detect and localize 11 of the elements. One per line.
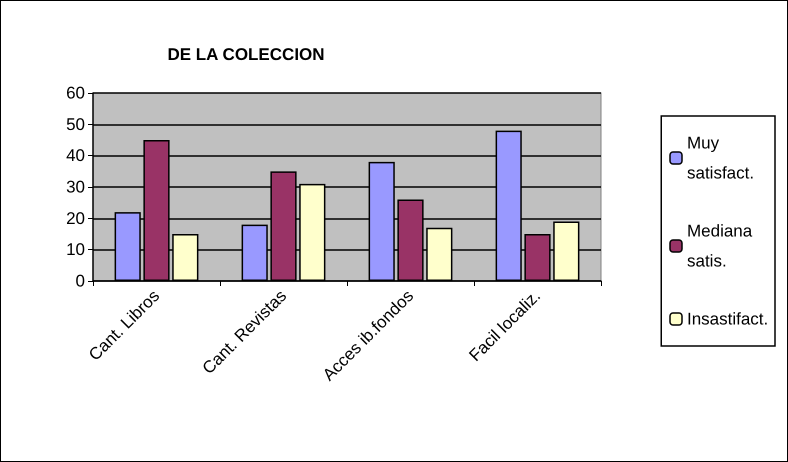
y-tick-label: 40	[66, 146, 85, 166]
y-tick-label: 30	[66, 178, 85, 196]
legend-label: Mediana satis.	[687, 222, 757, 270]
y-tick-label: 10	[66, 240, 85, 260]
legend-label: Muy satisfact.	[687, 134, 754, 182]
legend-label: Insastifact.	[687, 310, 768, 328]
y-tick-label: 60	[66, 84, 85, 102]
chart-title: DE LA COLECCION	[167, 45, 325, 64]
y-tick-label: 20	[66, 208, 85, 228]
y-tick-label: 50	[66, 114, 85, 134]
y-tick-label: 0	[76, 272, 85, 290]
